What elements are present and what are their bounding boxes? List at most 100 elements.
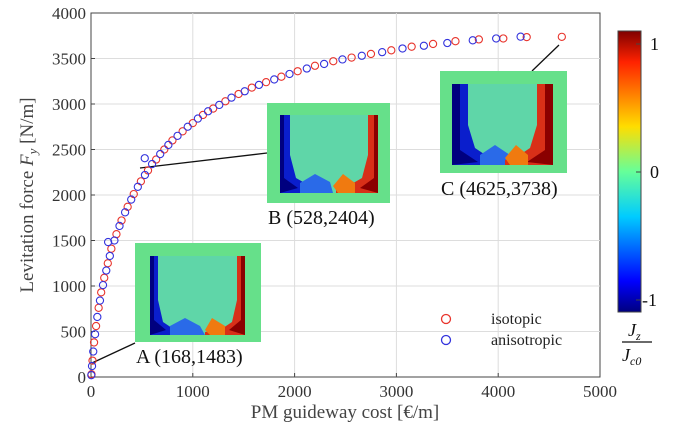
data-point-isotopic bbox=[117, 216, 126, 225]
data-point-anisotropic bbox=[302, 64, 311, 73]
data-point-anisotropic bbox=[227, 93, 236, 102]
data-point-isotopic bbox=[88, 356, 97, 365]
colorbar-label-1: 1 bbox=[650, 34, 659, 54]
y-tick-label: 2000 bbox=[52, 186, 86, 205]
y-ticks: 0 500 1000 1500 2000 2500 3000 3500 4000 bbox=[52, 4, 95, 387]
data-point-isotopic bbox=[89, 338, 99, 347]
data-point-anisotropic bbox=[183, 122, 192, 131]
legend-marker-isotopic bbox=[440, 313, 452, 325]
data-point-anisotropic bbox=[98, 280, 108, 290]
data-point-isotopic bbox=[451, 37, 460, 46]
data-point-anisotropic bbox=[115, 221, 124, 231]
legend-label-anisotropic: anisotropic bbox=[491, 332, 562, 349]
data-point-isotopic bbox=[387, 46, 396, 55]
data-point-anisotropic bbox=[319, 59, 329, 69]
data-point-isotopic bbox=[522, 32, 531, 42]
inset-label-c: C (4625,3738) bbox=[441, 178, 558, 200]
data-point-anisotropic bbox=[443, 38, 452, 48]
y-tick-label: 500 bbox=[61, 323, 87, 342]
data-point-anisotropic bbox=[147, 159, 157, 169]
data-point-anisotropic bbox=[203, 107, 213, 116]
data-point-anisotropic bbox=[398, 44, 407, 53]
data-point-isotopic bbox=[247, 83, 256, 92]
data-point-anisotropic bbox=[492, 34, 501, 43]
data-point-anisotropic bbox=[87, 361, 97, 371]
data-point-anisotropic bbox=[90, 330, 100, 339]
data-point-anisotropic bbox=[419, 41, 429, 50]
data-point-anisotropic bbox=[103, 237, 113, 247]
data-point-isotopic bbox=[123, 202, 132, 211]
data-point-anisotropic bbox=[193, 114, 203, 123]
data-point-isotopic bbox=[221, 97, 230, 106]
data-point-anisotropic bbox=[105, 251, 114, 261]
y-tick-label: 3500 bbox=[52, 50, 86, 69]
x-tick-label: 0 bbox=[87, 382, 96, 401]
data-point-isotopic bbox=[329, 57, 338, 66]
data-point-isotopic bbox=[557, 32, 566, 41]
data-point-anisotropic bbox=[140, 170, 150, 180]
inset-b bbox=[267, 103, 390, 203]
x-axis-label: PM guideway cost [€/m] bbox=[251, 402, 439, 423]
data-point-anisotropic bbox=[93, 312, 102, 322]
data-point-anisotropic bbox=[285, 69, 294, 79]
data-point-anisotropic bbox=[164, 140, 173, 150]
data-point-anisotropic bbox=[240, 87, 249, 96]
data-point-anisotropic bbox=[140, 154, 149, 163]
leader-line-b bbox=[139, 152, 268, 169]
data-point-isotopic bbox=[168, 136, 177, 145]
data-point-isotopic bbox=[474, 35, 484, 44]
leader-line-a bbox=[91, 342, 136, 364]
y-tick-label: 1500 bbox=[52, 232, 86, 251]
y-tick-label: 0 bbox=[78, 368, 87, 387]
data-point-isotopic bbox=[366, 49, 376, 59]
colorbar-label-0: 0 bbox=[650, 162, 659, 182]
inset-label-b: B (528,2404) bbox=[268, 207, 375, 229]
legend: isotopic anisotropic bbox=[440, 311, 562, 349]
data-point-anisotropic bbox=[215, 100, 224, 110]
x-tick-label: 1000 bbox=[176, 382, 210, 401]
data-point-isotopic bbox=[91, 321, 101, 331]
inset-a bbox=[135, 243, 261, 342]
data-point-isotopic bbox=[209, 104, 218, 113]
data-point-anisotropic bbox=[156, 149, 165, 159]
data-point-anisotropic bbox=[516, 32, 525, 41]
data-point-isotopic bbox=[407, 42, 416, 51]
inset-c bbox=[440, 71, 567, 173]
scatter-points bbox=[87, 32, 566, 380]
svg-text:Jc0: Jc0 bbox=[622, 345, 641, 368]
leader-line-c bbox=[531, 44, 560, 72]
data-point-anisotropic bbox=[110, 236, 119, 245]
x-ticks: 0 1000 2000 3000 4000 5000 bbox=[87, 373, 617, 401]
data-point-anisotropic bbox=[270, 75, 279, 84]
colorbar-title: Jz Jc0 bbox=[622, 320, 652, 368]
x-tick-label: 5000 bbox=[583, 382, 617, 401]
data-point-isotopic bbox=[129, 189, 138, 199]
x-tick-label: 2000 bbox=[278, 382, 312, 401]
svg-text:Jz: Jz bbox=[628, 320, 641, 343]
data-point-anisotropic bbox=[468, 36, 477, 45]
y-tick-label: 3000 bbox=[52, 95, 86, 114]
data-point-anisotropic bbox=[173, 131, 182, 140]
data-point-anisotropic bbox=[338, 55, 347, 64]
y-tick-label: 4000 bbox=[52, 4, 86, 23]
data-point-anisotropic bbox=[120, 208, 130, 217]
data-point-isotopic bbox=[178, 127, 187, 136]
data-point-isotopic bbox=[160, 145, 169, 154]
colorbar-label-neg1: -1 bbox=[642, 290, 657, 310]
data-point-isotopic bbox=[277, 72, 286, 81]
data-point-isotopic bbox=[293, 67, 302, 76]
legend-marker-anisotropic bbox=[440, 334, 452, 346]
legend-label-isotopic: isotopic bbox=[491, 311, 542, 328]
data-point-anisotropic bbox=[127, 195, 136, 204]
data-point-anisotropic bbox=[377, 47, 387, 57]
data-point-isotopic bbox=[152, 155, 161, 164]
data-point-anisotropic bbox=[87, 371, 96, 380]
x-tick-label: 3000 bbox=[379, 382, 413, 401]
data-point-anisotropic bbox=[102, 266, 111, 275]
y-tick-label: 2500 bbox=[52, 141, 86, 160]
data-point-anisotropic bbox=[357, 51, 366, 60]
data-point-isotopic bbox=[310, 61, 320, 70]
data-point-anisotropic bbox=[133, 182, 142, 191]
y-tick-label: 1000 bbox=[52, 277, 86, 296]
